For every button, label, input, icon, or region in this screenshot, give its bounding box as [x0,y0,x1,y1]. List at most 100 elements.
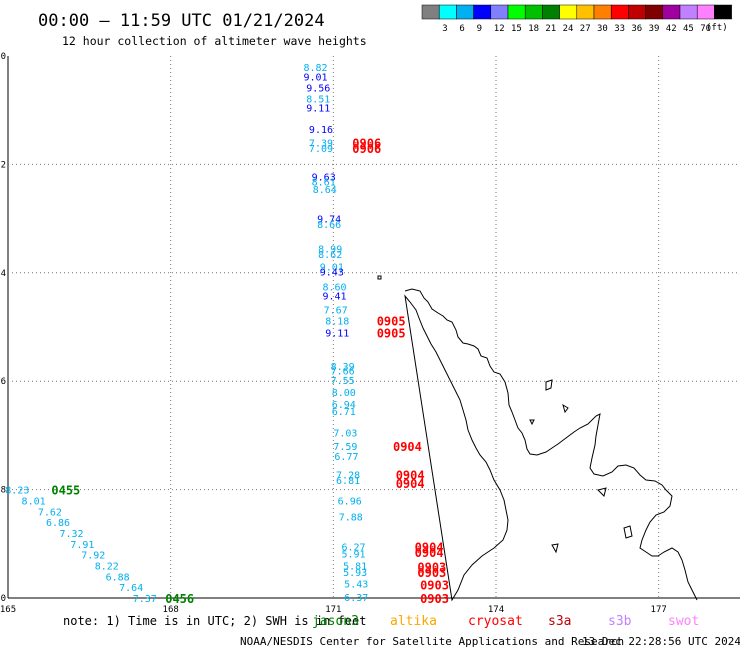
time-label: 0904 [396,468,425,482]
lat-tick-label: -32 [0,160,6,170]
time-label: 0906 [352,142,381,156]
swh-value: 5.81 [343,561,367,572]
swh-value: 7.88 [339,513,363,524]
page-subtitle: 12 hour collection of altimeter wave hei… [62,34,367,48]
lat-tick-label: -40 [0,594,6,604]
legend-level: 6 [459,24,464,34]
swh-observations: 8.829.019.568.519.119.167.397.099.638.61… [5,63,368,605]
satellite-s3a: s3a [548,614,571,629]
swh-value: 7.59 [333,442,357,453]
footer-note: note: 1) Time is in UTC; 2) SWH is in fe… [63,614,366,628]
swh-value: 9.41 [322,292,346,303]
swh-value: 8.60 [322,282,346,293]
swh-value: 7.32 [60,529,84,540]
swh-value: 8.99 [318,244,342,255]
time-labels: 0906090609050905090409040904090409040903… [51,137,449,606]
lon-tick-label: 177 [651,605,667,615]
swh-value: 5.93 [343,568,367,579]
legend-swatch [714,4,732,20]
swh-value: 9.43 [320,268,344,279]
swh-value: 6.94 [332,400,356,411]
legend-level: 24 [563,24,574,34]
lon-tick-label: 165 [0,605,16,615]
satellite-legend: jason3 altika cryosat s3a s3b swot [312,614,699,629]
swh-value: 8.51 [306,94,330,105]
legend-swatch [593,4,612,20]
time-label: 0903 [417,566,446,580]
legend-swatch [421,4,440,20]
time-label: 0905 [377,326,406,340]
satellite-altika: altika [390,614,437,629]
swh-value: 9.56 [306,83,330,94]
coastline [377,275,698,602]
swh-value: 8.18 [325,316,349,327]
legend-swatch [542,4,560,20]
satellite-cryosat: cryosat [468,614,523,629]
legend-level: 42 [666,24,677,34]
swh-value: 8.62 [318,250,342,261]
legend-swatch [662,4,681,20]
swh-value: 6.27 [341,543,365,554]
legend-level: 12 [494,24,505,34]
legend-swatch [490,4,509,20]
swh-value: 6.37 [344,593,368,604]
legend-swatch [438,4,457,20]
swh-value: 5.43 [344,579,368,590]
swh-value: 6.86 [46,518,70,529]
footer-credit: NOAA/NESDIS Center for Satellite Applica… [240,635,624,648]
legend-level: 18 [528,24,539,34]
swh-value: 9.01 [320,262,344,273]
swh-value: 6.88 [106,572,130,583]
legend-swatch [524,4,543,20]
legend-level: 21 [545,24,556,34]
legend-swatch [559,4,578,20]
time-label: 0905 [377,314,406,328]
swh-value: 8.61 [312,178,336,189]
legend-level: 27 [580,24,591,34]
swh-value: 7.64 [119,583,143,594]
swh-value: 7.09 [309,144,333,155]
lon-tick-label: 174 [488,605,504,615]
lat-tick-label: -38 [0,486,6,496]
legend-level: 15 [511,24,522,34]
legend-swatch [696,4,715,20]
legend-swatch [645,4,664,20]
swh-value: 8.66 [317,220,341,231]
swh-value: 7.55 [331,376,355,387]
time-label: 0903 [420,592,449,606]
color-legend: 3 6 9 12 15 18 21 24 27 30 33 36 39 42 45 70 [421,4,732,34]
swh-value: 7.66 [331,366,355,377]
footer-timestamp: 13 Dec 22:28:56 UTC 2024 [582,635,740,648]
lat-tick-label: -34 [0,269,6,279]
swh-value: 8.39 [331,362,355,373]
legend-level: 3 [442,24,447,34]
time-label: 0904 [396,477,425,491]
legend-level: 45 [683,24,694,34]
swh-value: 9.11 [306,103,330,114]
swh-value: 8.01 [22,496,46,507]
swh-value: 5.91 [341,550,365,561]
swh-value: 6.96 [338,496,362,507]
lat-tick-label: -36 [0,377,6,387]
lat-tick-label: -30 [0,52,6,62]
swh-value: 7.92 [81,551,105,562]
time-label: 0904 [415,546,444,560]
legend-level: 70 [700,24,711,34]
lon-tick-label: 168 [163,605,179,615]
legend-swatch [576,4,595,20]
swh-value: 8.22 [95,561,119,572]
swh-value: 7.28 [336,470,360,481]
legend-swatch [610,4,629,20]
swh-value: 7.91 [70,540,94,551]
legend-level: 39 [649,24,660,34]
swh-value: 9.63 [312,172,336,183]
time-label: 0456 [165,592,194,606]
swh-value: 7.62 [38,507,62,518]
swh-value: 7.37 [133,594,157,605]
legend-swatch [473,4,492,20]
swh-value: 8.64 [313,185,337,196]
swh-value: 9.16 [309,125,333,136]
legend-unit: (ft) [706,23,728,33]
time-label: 0903 [420,578,449,592]
time-label: 0904 [393,440,422,454]
